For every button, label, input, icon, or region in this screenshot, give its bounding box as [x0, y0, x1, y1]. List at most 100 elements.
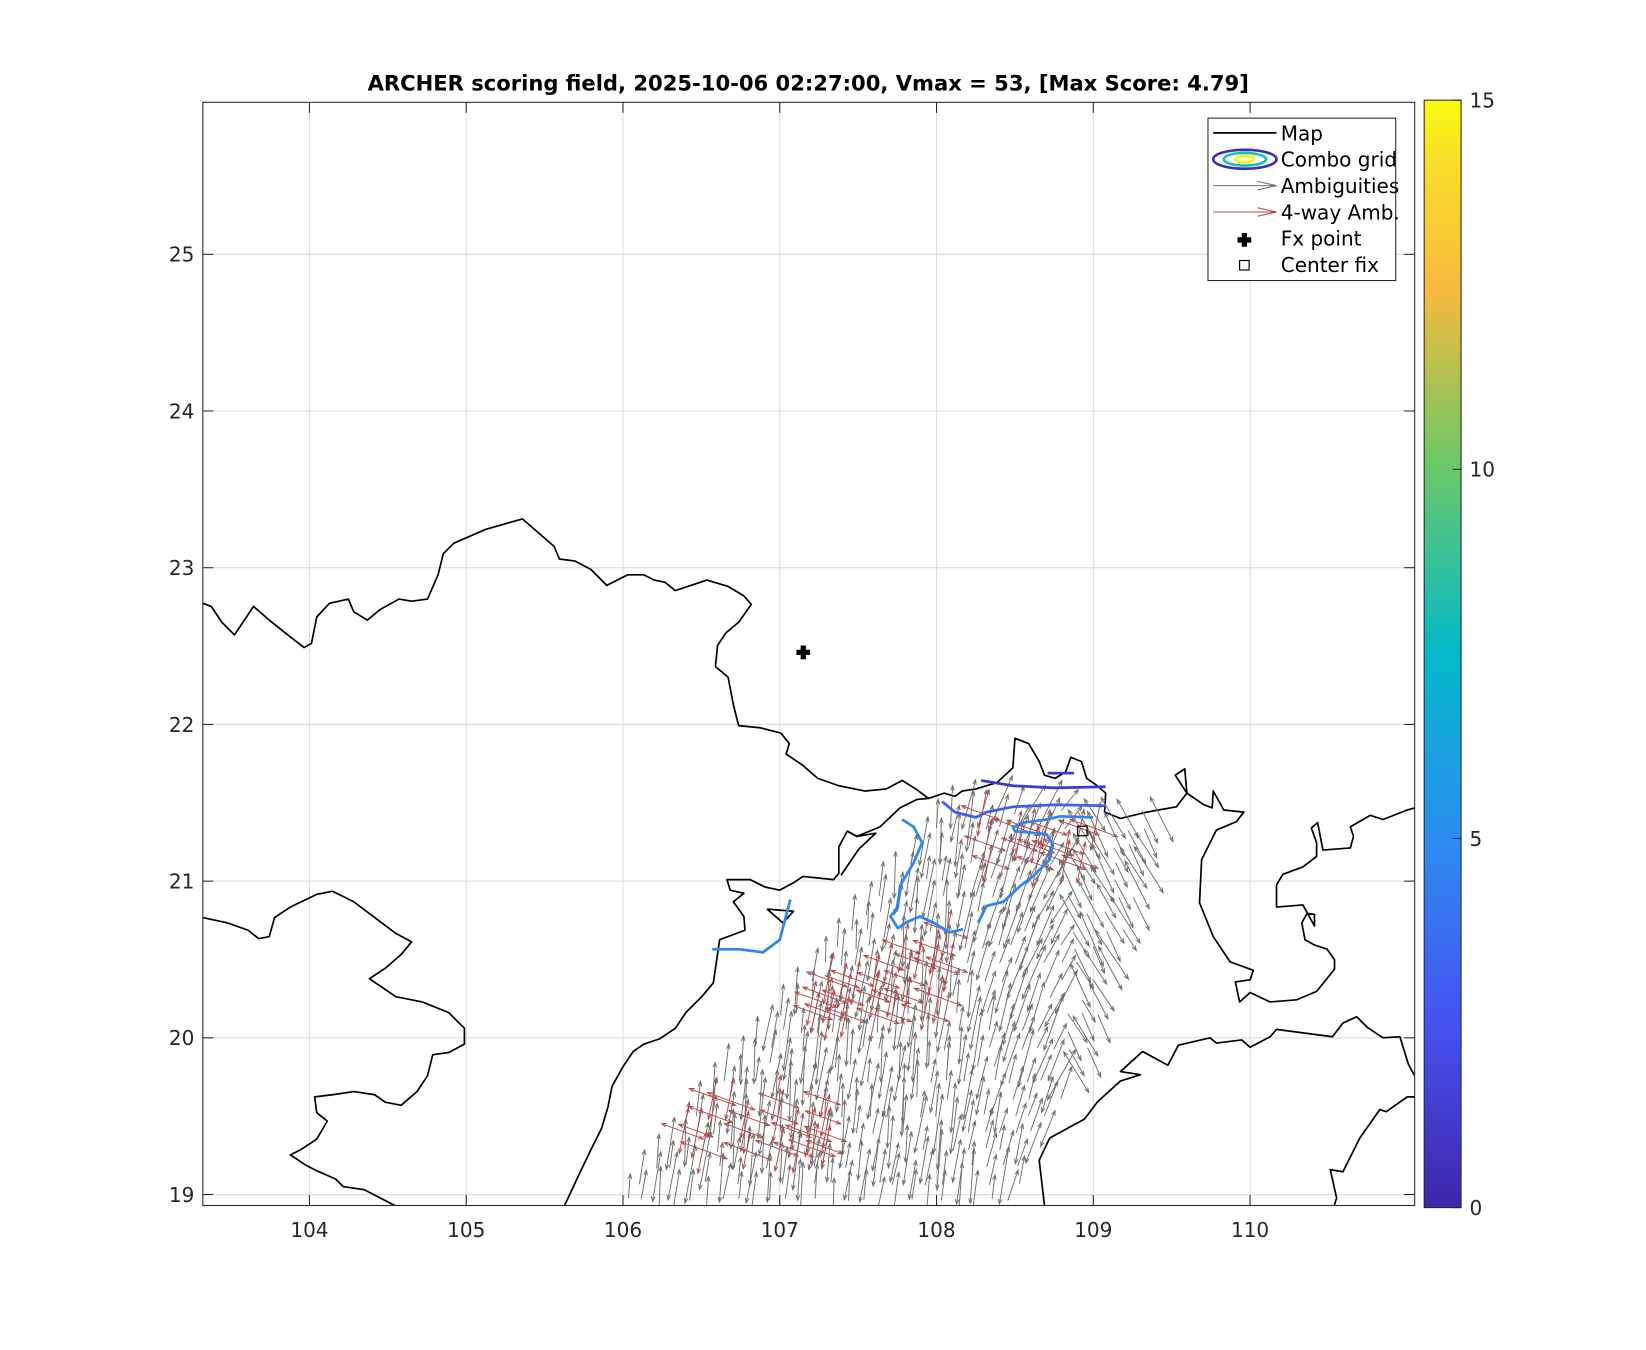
ambiguity-arrow	[824, 1167, 830, 1184]
ambiguity-arrow	[846, 1083, 852, 1101]
ambiguity-arrow	[943, 1020, 952, 1051]
ambiguity-arrow	[926, 857, 937, 896]
ambiguity-arrow	[975, 1082, 982, 1101]
coastline-segment	[766, 908, 795, 924]
x-tick-label: 106	[604, 1218, 642, 1242]
four-way-arrow	[805, 971, 829, 981]
four-way-arrow	[870, 989, 892, 998]
ambiguity-arrow	[1030, 1097, 1043, 1132]
ambiguity-arrow	[871, 1062, 880, 1099]
ambiguity-arrow	[1079, 910, 1090, 933]
ambiguity-arrow	[769, 1028, 778, 1064]
four-way-arrow	[779, 1148, 800, 1157]
ambiguity-arrow	[896, 1018, 905, 1050]
four-way-arrow	[824, 1117, 843, 1125]
ambiguity-arrow	[970, 834, 977, 863]
ambiguity-arrow	[869, 937, 876, 966]
ambiguity-arrow	[986, 970, 996, 998]
ambiguity-arrow	[1143, 828, 1158, 859]
ambiguity-arrow	[946, 899, 952, 931]
ambiguity-arrow	[858, 1181, 864, 1204]
ambiguity-arrow	[854, 995, 861, 1019]
ambiguity-arrow	[674, 1168, 682, 1201]
ambiguity-arrow	[1036, 930, 1044, 947]
four-way-arrow	[985, 818, 993, 844]
ambiguity-arrow	[977, 881, 985, 912]
ambiguity-arrow	[988, 931, 995, 948]
four-way-arrow	[882, 964, 889, 989]
ambiguity-arrow	[1068, 1048, 1085, 1077]
four-way-arrow	[804, 1110, 825, 1119]
ambiguity-arrow	[1024, 874, 1039, 912]
ambiguity-arrow	[1110, 895, 1123, 915]
ambiguity-arrow	[1013, 1148, 1019, 1166]
coastline-segment	[202, 890, 466, 1206]
y-tick-label: 19	[169, 1183, 194, 1207]
ambiguity-arrow	[1003, 832, 1013, 862]
four-way-arrow	[702, 1131, 708, 1150]
four-way-arrow	[891, 990, 899, 1015]
ambiguity-arrow	[823, 1085, 829, 1118]
ambiguity-arrow	[905, 962, 911, 997]
ambiguity-arrow	[893, 1199, 896, 1206]
ambiguity-arrow	[842, 1115, 851, 1149]
ambiguity-arrow	[1119, 846, 1131, 863]
ambiguity-arrow	[1097, 945, 1108, 963]
ambiguity-arrow	[993, 1117, 998, 1134]
ambiguity-arrow	[860, 985, 867, 1014]
ambiguity-arrow	[990, 847, 1003, 879]
ambiguity-arrow	[1104, 811, 1113, 830]
ambiguity-arrow	[1118, 896, 1134, 929]
four-way-arrow	[933, 942, 940, 966]
ambiguity-arrow	[884, 897, 893, 932]
ambiguity-arrow	[752, 1170, 759, 1202]
ambiguity-arrow	[1104, 911, 1125, 945]
ambiguity-arrow	[673, 1200, 676, 1206]
ambiguity-arrow	[1050, 930, 1058, 945]
four-way-arrow	[928, 948, 936, 976]
ambiguity-arrow	[838, 1148, 844, 1170]
ambiguity-arrow	[1016, 965, 1028, 1000]
ambiguity-arrow	[819, 1046, 828, 1081]
ambiguity-arrow	[975, 965, 982, 981]
ambiguity-arrow	[923, 914, 929, 937]
ambiguity-arrow	[1132, 896, 1150, 932]
ambiguity-arrow	[856, 1104, 862, 1134]
ambiguity-arrow	[1009, 900, 1021, 931]
ambiguity-arrow	[993, 1032, 1006, 1067]
ambiguity-arrow	[792, 1078, 799, 1117]
four-way-arrow	[881, 939, 904, 948]
ambiguity-arrow	[834, 1014, 843, 1051]
coastline-segment	[840, 830, 877, 876]
ambiguity-arrow	[751, 1201, 754, 1206]
ambiguity-arrow	[959, 890, 966, 915]
ambiguity-arrow	[966, 1068, 974, 1101]
ambiguity-arrow	[862, 1017, 869, 1048]
four-way-arrow	[987, 843, 994, 862]
four-way-arrow	[791, 1150, 798, 1174]
ambiguity-arrow	[627, 1172, 633, 1199]
ambiguity-arrow	[949, 953, 954, 982]
ambiguity-arrow	[877, 1080, 883, 1100]
score-contour	[941, 800, 1106, 819]
ambiguity-arrow	[954, 1183, 960, 1206]
ambiguity-arrow	[1007, 1032, 1021, 1067]
ambiguity-arrow	[760, 1076, 768, 1116]
ambiguity-arrow	[1091, 843, 1101, 863]
four-way-arrow	[1079, 808, 1086, 829]
ambiguity-arrow	[1036, 830, 1055, 865]
ambiguity-arrow	[755, 1055, 761, 1082]
four-way-arrow	[793, 991, 813, 999]
ambiguity-arrow	[823, 935, 829, 963]
ambiguity-arrow	[739, 1100, 744, 1122]
ambiguity-arrow	[905, 1130, 914, 1165]
ambiguity-arrow	[972, 1200, 975, 1206]
ambiguity-arrow	[849, 1028, 855, 1065]
ambiguity-arrow	[829, 1050, 836, 1073]
ambiguity-arrow	[938, 1118, 944, 1151]
colorbar-tick-label: 0	[1470, 1196, 1483, 1220]
ambiguity-arrow	[1001, 956, 1013, 983]
ambiguity-arrow	[1010, 911, 1024, 946]
ambiguity-arrow	[1030, 944, 1046, 980]
